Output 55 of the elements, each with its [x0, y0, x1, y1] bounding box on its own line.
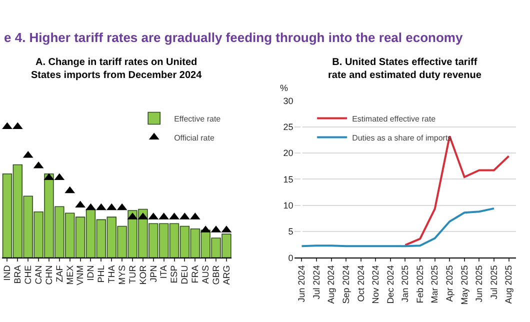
- y-tick-label: 25: [283, 122, 294, 132]
- x-tick-label: MYS: [116, 265, 127, 285]
- x-tick-label: IDN: [86, 265, 96, 281]
- legend-label: Official rate: [174, 133, 215, 142]
- point: [2, 122, 12, 130]
- x-tick-label: CHE: [23, 265, 34, 284]
- point: [75, 200, 86, 208]
- x-tick-label: May 2025: [459, 265, 470, 305]
- text: e 4. Higher tariff rates are gradually feeding through into the real economy: [4, 30, 464, 45]
- x-tick-label: VNM: [75, 265, 86, 286]
- x-tick-label: JPN: [148, 265, 158, 282]
- x-tick-label: Jul 2025: [488, 265, 499, 300]
- x-tick-label: Feb 2025: [414, 265, 425, 304]
- x-tick-label: Jul 2024: [311, 265, 322, 300]
- x-tick-label: Sep 2024: [341, 265, 352, 304]
- legend-label: Estimated effective rate: [352, 114, 436, 124]
- x-tick-label: ARG: [221, 265, 232, 285]
- x-tick-label: Jun 2024: [296, 265, 307, 302]
- x-tick-label: Mar 2025: [430, 265, 440, 304]
- x-tick-label: ZAF: [54, 264, 64, 282]
- x-tick-label: MEX: [64, 265, 75, 285]
- x-tick-label: Oct 2024: [356, 265, 366, 302]
- x-tick-label: GBR: [210, 264, 221, 285]
- x-tick-label: Aug 2025: [504, 265, 514, 304]
- x-tick-label: KOR: [138, 264, 148, 285]
- point: [86, 203, 96, 210]
- y-tick-label: 30: [283, 96, 294, 106]
- x-tick-label: BRA: [12, 265, 23, 284]
- y-axis-title: %: [280, 83, 288, 93]
- x-tick-label: Jun 2025: [474, 265, 484, 302]
- chart-title: B. United States effective tariff rate and estimated duty revenue: [328, 57, 482, 81]
- x-tick-label: CHN: [44, 265, 54, 285]
- x-tick-label: FRA: [190, 265, 200, 284]
- chart-title: A. Change in tariff rates on United States imports from December 2024: [31, 57, 202, 81]
- x-tick-label: AUS: [200, 265, 211, 284]
- y-tick-label: 10: [283, 200, 294, 210]
- y-tick-label: 20: [283, 148, 294, 158]
- y-tick-label: 5: [288, 226, 294, 237]
- x-tick-label: Dec 2024: [385, 265, 396, 304]
- x-tick-label: Aug 2024: [326, 265, 336, 304]
- x-tick-label: DEU: [180, 265, 190, 284]
- x-tick-label: TUR: [127, 264, 138, 284]
- y-tick-label: 0: [288, 252, 294, 263]
- x-tick-label: PHL: [96, 265, 106, 283]
- x-tick-label: THA: [106, 265, 117, 284]
- x-tick-label: CAN: [33, 265, 44, 284]
- x-tick-label: ESP: [169, 265, 180, 284]
- line-series: [300, 207, 495, 248]
- y-tick-label: 15: [283, 174, 294, 184]
- x-tick-label: Apr 2025: [444, 265, 455, 302]
- legend-label: Effective rate: [174, 114, 222, 124]
- x-tick-label: Jan 2025: [400, 265, 410, 302]
- x-tick-label: Nov 2024: [370, 265, 381, 304]
- x-tick-label: IND: [2, 264, 12, 281]
- x-tick-label: ITA: [158, 265, 169, 279]
